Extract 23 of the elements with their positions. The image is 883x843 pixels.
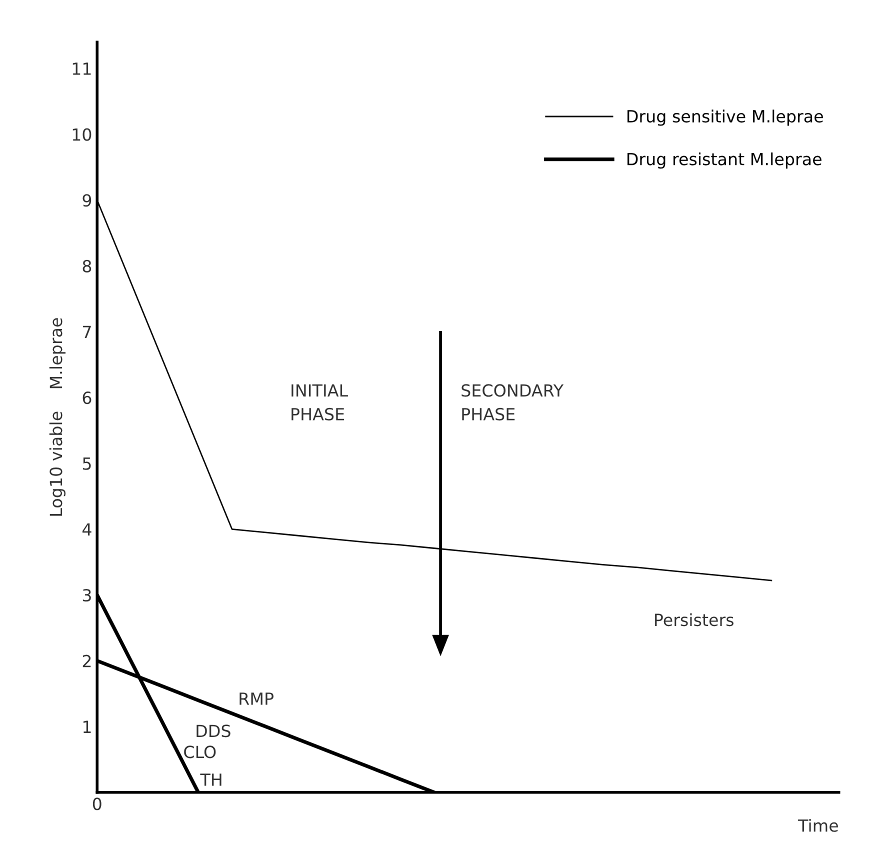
annotation: SECONDARY PHASE (462, 384, 564, 420)
y-tick-label: 1 (83, 720, 91, 733)
y-tick-label: 9 (82, 194, 92, 207)
y-tick-label: 10 (72, 128, 92, 141)
legend-label: Drug resistant M.leprae (628, 152, 822, 169)
y-tick-label: 6 (82, 392, 92, 404)
y-tick-label: 5 (82, 458, 91, 470)
annotation: Persisters (655, 613, 734, 626)
annotation: DDS (196, 724, 230, 738)
y-tick-label: 3 (82, 588, 91, 602)
legend-label: Drug sensitive M.leprae (628, 110, 823, 126)
annotation: CLO (184, 746, 216, 758)
y-axis-title: Log10 viable M.leprae (49, 318, 66, 516)
annotation: RMP (240, 692, 274, 705)
y-tick-label: 7 (83, 326, 91, 338)
x-axis-title: Time (798, 818, 838, 832)
x-tick-label: 0 (92, 798, 102, 810)
annotation: INITIAL PHASE (292, 384, 348, 420)
y-tick-label: 4 (82, 523, 92, 536)
y-tick-label: 2 (82, 654, 91, 668)
y-tick-label: 8 (82, 260, 92, 272)
annotation: TH (200, 774, 222, 786)
y-tick-label: 11 (72, 62, 91, 75)
